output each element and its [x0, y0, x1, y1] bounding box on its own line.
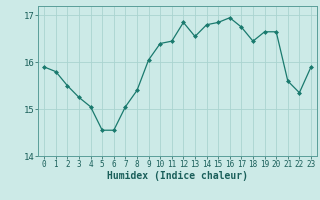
X-axis label: Humidex (Indice chaleur): Humidex (Indice chaleur): [107, 171, 248, 181]
